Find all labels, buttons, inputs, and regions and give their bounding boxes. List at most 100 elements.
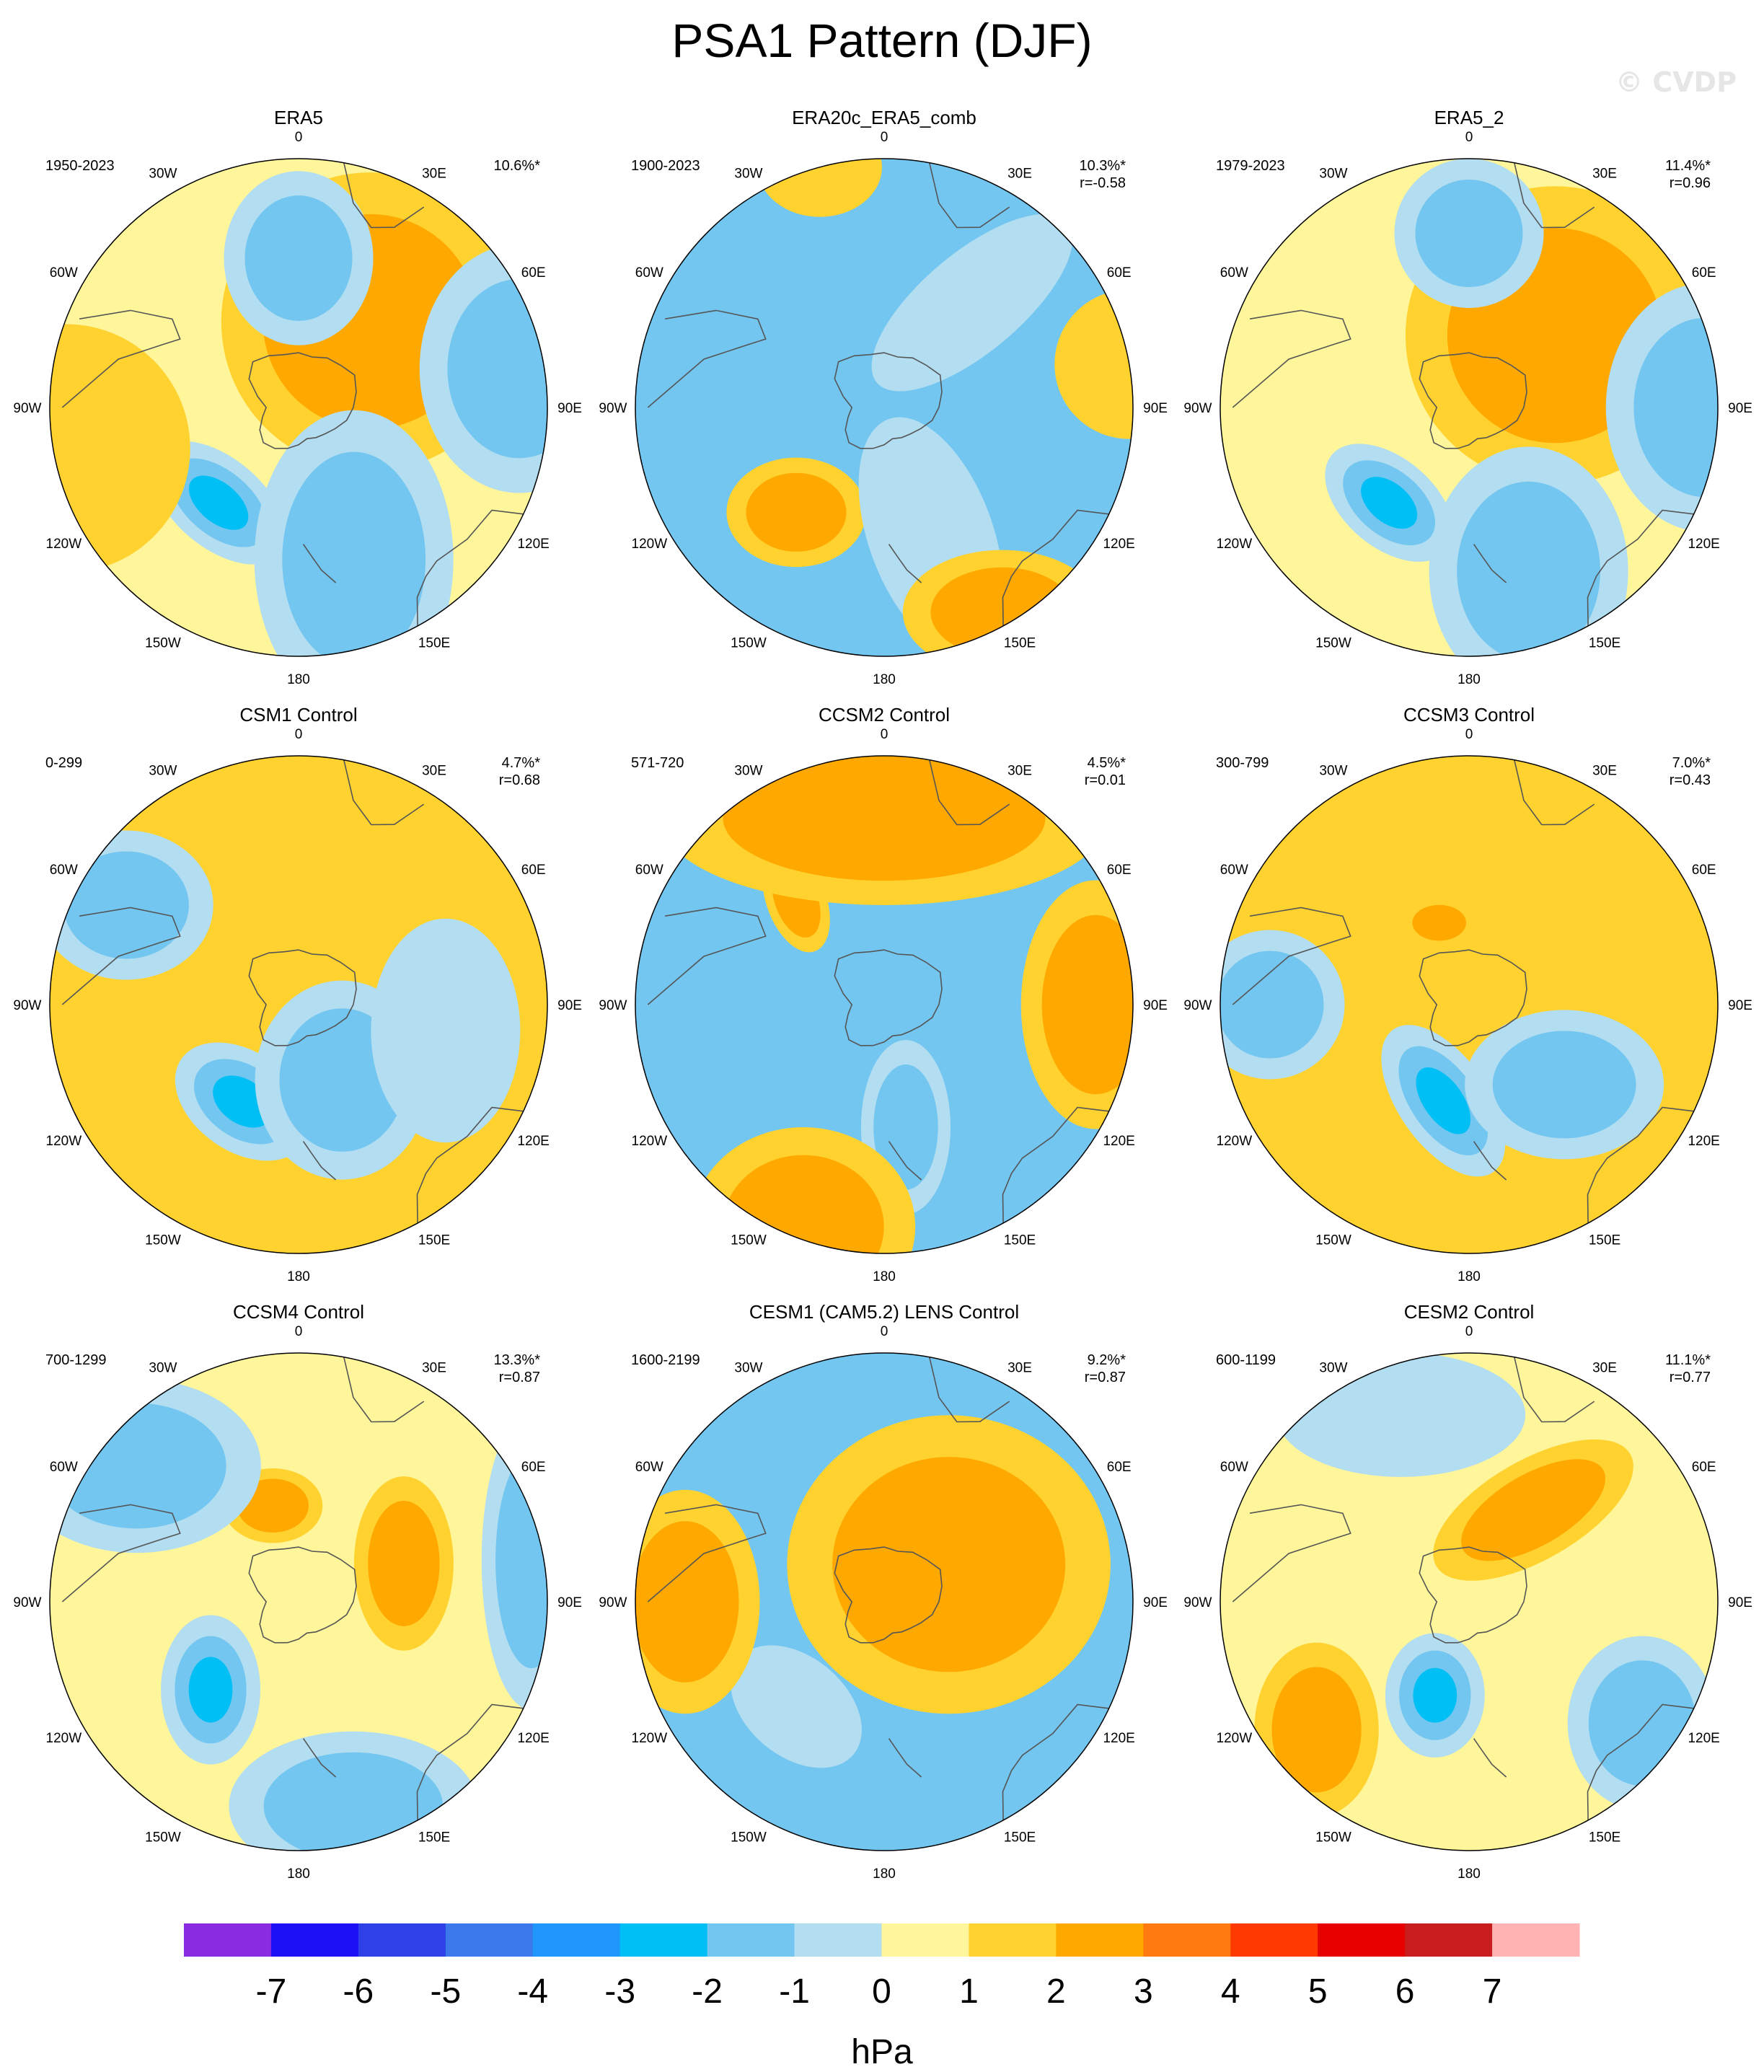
lon-label: 90E (1728, 401, 1752, 416)
lon-label: 120E (1688, 537, 1719, 552)
map-boundary (49, 755, 548, 1254)
panel-title: CCSM4 Control (233, 1301, 364, 1323)
lon-label: 120E (517, 1134, 549, 1149)
lon-label: 60E (1107, 1460, 1132, 1475)
lon-label: 0 (295, 130, 303, 145)
anomaly-contour-2-2 (1461, 1459, 1605, 1561)
lon-label: 120E (1688, 1731, 1719, 1746)
anomaly-contour-1-2 (873, 1064, 938, 1190)
australia-coastline (416, 509, 529, 632)
anomaly-contour-3-2 (1220, 951, 1324, 1059)
anomaly-contour-1-3 (188, 475, 249, 530)
antarctica-coastline (834, 949, 943, 1046)
map-boundary (635, 158, 1134, 657)
anomaly-contour-1-3 (188, 1657, 233, 1723)
lon-label: 60W (635, 863, 663, 878)
panel-title: ERA5 (274, 107, 323, 128)
anomaly-contour-6-1 (50, 324, 190, 573)
lon-label: 90E (1728, 998, 1752, 1013)
lon-label: 90E (1143, 1595, 1168, 1610)
colorbar-unit: hPa (851, 2033, 913, 2071)
panel-variance-pct: 10.3%* (1080, 158, 1126, 174)
lon-label: 120W (1217, 1731, 1253, 1746)
anomaly-field (1220, 756, 1718, 1253)
lon-label: 30E (1007, 763, 1032, 778)
lon-label: 150W (1315, 1830, 1351, 1846)
lon-label: 30W (1319, 1360, 1347, 1375)
anomaly-contour-1-2 (746, 472, 847, 552)
lon-label: 30W (149, 166, 177, 181)
anomaly-contour-2-2 (1492, 1031, 1636, 1139)
new-zealand-coastline (1473, 544, 1507, 583)
lon-label: 60E (1692, 1460, 1716, 1475)
panel-variance-pct: 9.2%* (1088, 1352, 1126, 1368)
antarctica-coastline (248, 1546, 357, 1644)
lon-label: 180 (1457, 1269, 1481, 1284)
lon-label: 60W (635, 1460, 663, 1475)
lon-label: 30E (422, 1360, 446, 1375)
lon-label: 120W (632, 537, 668, 552)
lon-label: 60W (1220, 863, 1248, 878)
anomaly-field (1220, 159, 1718, 656)
lon-label: 90W (1183, 998, 1212, 1013)
lon-label: 180 (1457, 672, 1481, 687)
lon-label: 90W (599, 401, 627, 416)
lon-label: 0 (295, 727, 303, 742)
lon-label: 60W (50, 863, 78, 878)
anomaly-contour-1-3 (1416, 1067, 1471, 1134)
anomaly-contour-4-2 (282, 451, 426, 656)
panel-variance-pct: 10.6%* (494, 158, 541, 174)
lon-label: 0 (881, 1324, 888, 1339)
lon-label: 150W (1315, 636, 1351, 651)
map-boundary (1220, 755, 1719, 1254)
lon-label: 120W (1217, 1134, 1253, 1149)
lon-label: 90W (13, 1595, 41, 1610)
antarctica-coastline (1419, 949, 1527, 1046)
lon-label: 90W (13, 998, 41, 1013)
lon-label: 60E (521, 265, 546, 281)
anomaly-contour-3-1 (871, 213, 1073, 392)
lon-label: 30W (734, 1360, 762, 1375)
panel-title: ERA20c_ERA5_comb (792, 107, 976, 128)
new-zealand-coastline (302, 544, 337, 583)
panel-variance-pct: 11.4%* (1665, 158, 1711, 174)
lon-label: 120E (517, 537, 549, 552)
lon-label: 180 (287, 672, 310, 687)
anomaly-contour-4-2 (1457, 481, 1600, 656)
new-zealand-coastline (888, 1141, 922, 1181)
panel-years: 300-799 (1216, 755, 1269, 771)
lon-label: 90E (1143, 998, 1168, 1013)
panel-title: CESM2 Control (1404, 1301, 1535, 1323)
lon-label: 120E (1103, 1134, 1134, 1149)
lon-label: 180 (873, 1866, 896, 1882)
lon-label: 90W (13, 401, 41, 416)
lon-label: 30E (422, 166, 446, 181)
lon-label: 90W (599, 998, 627, 1013)
map-panel-9: CESM2 Control 600-1199 11.1%* r=0.77 0 30E 60E… (1183, 1301, 1752, 1882)
lon-label: 120E (517, 1731, 549, 1746)
lon-label: 150E (418, 636, 450, 651)
panel-title: CSM1 Control (239, 704, 357, 726)
anomaly-contour-3-2 (1415, 179, 1523, 288)
lon-label: 0 (295, 1324, 303, 1339)
lon-label: 180 (287, 1269, 310, 1284)
south-america-coastline (61, 1504, 181, 1603)
anomaly-contour-4-2 (930, 567, 1075, 656)
new-zealand-coastline (888, 544, 922, 583)
lon-label: 30E (422, 763, 446, 778)
australia-coastline (416, 1106, 529, 1229)
africa-coastline (342, 756, 425, 826)
map-boundary (49, 1352, 548, 1851)
antarctica-coastline (248, 352, 357, 449)
lon-label: 180 (287, 1866, 310, 1882)
panel-title: CESM1 (CAM5.2) LENS Control (749, 1301, 1019, 1323)
africa-coastline (1512, 756, 1595, 826)
panel-title: ERA5_2 (1434, 107, 1504, 128)
africa-coastline (927, 756, 1010, 826)
lon-label: 150W (145, 636, 181, 651)
panel-pattern-corr: r=0.43 (1670, 772, 1711, 788)
lon-label: 90E (1143, 401, 1168, 416)
anomaly-field (635, 159, 1133, 656)
anomaly-contour-4-2 (1412, 904, 1466, 941)
